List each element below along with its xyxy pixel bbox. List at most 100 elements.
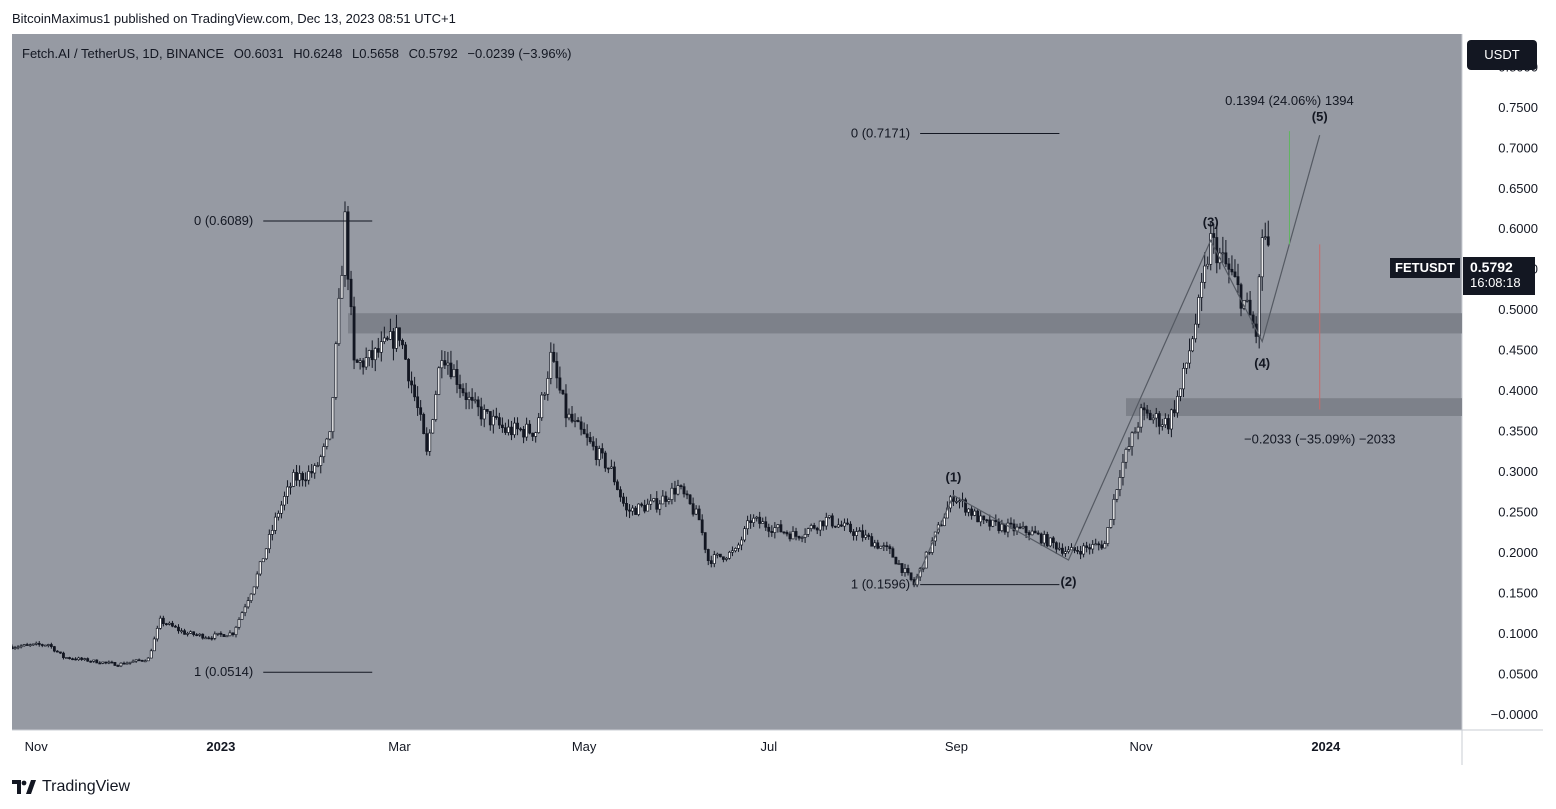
candle [425,427,429,456]
candle-body [28,644,32,647]
candle [207,636,211,640]
candle [1118,469,1122,497]
candlestick-series [12,201,1270,668]
candle-body [476,399,480,408]
low-label: L [351,46,360,61]
publisher-attribution: BitcoinMaximus1 published on TradingView… [12,11,456,26]
candle-body [119,662,123,667]
candle-body [758,516,762,524]
candle [852,529,855,541]
candle [488,411,492,431]
candle-body [531,432,535,437]
price-chart[interactable]: 0 (0.6089) 1 (0.0514) 0 (0.7171) 1 (0.1596)… [12,34,1543,765]
candle [773,522,777,539]
candle [1154,407,1158,428]
candle-body [864,534,868,538]
candle-body [158,617,162,629]
symbol-pair[interactable]: Fetch.AI / TetherUS, 1D, BINANCE [22,46,225,61]
candle [782,531,786,535]
candle [785,530,789,537]
candle [655,491,659,513]
candle [243,603,247,617]
candle [361,357,365,375]
currency-button[interactable]: USDT [1467,40,1537,70]
time-tick-label: 2024 [1311,739,1341,754]
candle [1109,519,1113,529]
candle-body [836,524,840,528]
low-value: 0.5658 [359,46,399,61]
candle-body [385,337,389,340]
time-tick-label: 2023 [206,739,235,754]
candle [897,559,901,566]
candle-body [973,510,977,516]
candle-body [591,441,595,447]
candle-body [525,423,529,438]
candle [122,661,126,665]
measure-label: 0.1394 (24.06%) 1394 [1225,93,1354,108]
candle [603,450,607,472]
candle [1115,489,1119,503]
price-axis-panel [1462,34,1543,730]
candle-body [1151,417,1155,421]
candle [86,657,90,662]
candle-body [1088,547,1092,550]
candle-body [443,360,447,366]
candle [1236,263,1240,295]
symbol-header[interactable]: Fetch.AI / TetherUS, 1D, BINANCE O0.6031… [22,46,571,61]
candle-body [1121,461,1125,478]
candle [870,533,874,547]
candle-body [979,515,983,523]
candle-body [1076,550,1079,552]
candle [622,492,625,507]
candle-body [622,496,625,504]
candle [858,527,862,532]
candle-body [712,554,716,564]
candle-body [74,658,77,661]
candle-body [952,496,955,502]
price-tick-label: 0.0500 [1498,666,1538,681]
candle [967,508,970,517]
candle [979,510,983,527]
candle [1048,537,1052,548]
candle-body [1185,362,1188,369]
candle-body [858,530,862,532]
candle [546,371,550,401]
candle [455,360,459,394]
candle-body [1109,519,1113,528]
candle-body [192,631,196,636]
candle [392,328,395,361]
candle [706,548,710,566]
candle-body [140,659,144,662]
candle [98,661,102,665]
candle-body [413,384,417,398]
candle-body [152,638,156,652]
price-tick-label: 0.1500 [1498,585,1538,600]
candle-body [337,297,341,345]
candle [1191,336,1194,353]
candle [461,383,465,397]
candle-body [885,545,889,548]
measure-label: −0.2033 (−35.09%) −2033 [1244,432,1395,447]
candle-body [658,503,662,510]
candle [364,347,368,370]
candle-body [1209,233,1213,265]
candle-body [685,493,689,496]
candle [25,642,29,646]
candle-body [449,362,453,378]
candle [606,467,610,474]
candle-body [19,645,23,648]
candle-body [225,635,229,638]
candle [34,641,38,646]
price-tick-label: 0.7000 [1498,140,1538,155]
tradingview-logo[interactable]: TradingView [12,778,130,796]
candle [534,431,538,443]
time-tick-label: Mar [388,739,411,754]
candle [779,520,783,533]
candle [588,431,592,444]
candle-body [785,532,789,535]
candle-body [1188,350,1191,364]
candle-body [976,510,980,523]
candle-body [794,531,798,537]
candle-body [440,360,444,369]
candle-body [500,424,504,429]
